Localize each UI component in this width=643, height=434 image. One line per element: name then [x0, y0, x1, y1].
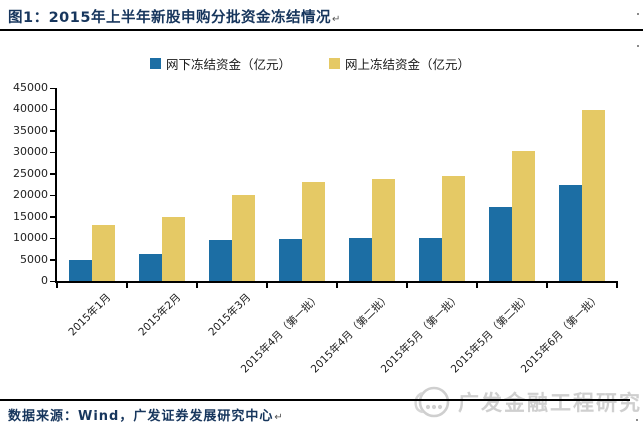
cell-end-mark	[636, 419, 638, 421]
x-axis-label: 2015年1月	[65, 291, 113, 339]
y-axis-tick-label: 5000	[20, 252, 48, 266]
y-axis-tick	[50, 259, 56, 261]
bar-online-7	[512, 151, 535, 281]
y-axis-tick	[50, 173, 56, 175]
legend-item-online: 网上冻结资金（亿元）	[329, 54, 470, 73]
y-axis-tick-label: 30000	[13, 145, 48, 159]
y-axis-tick-label: 40000	[13, 102, 48, 116]
cell-end-mark	[637, 13, 639, 15]
x-axis-tick	[616, 281, 618, 288]
legend-swatch-blue-icon	[149, 58, 161, 69]
paragraph-mark-icon: ↵	[274, 412, 284, 423]
y-axis-tick	[50, 280, 56, 282]
bar-offline-8	[559, 184, 582, 281]
y-axis-tick	[50, 151, 56, 154]
figure-title: 图1：2015年上半年新股申购分批资金冻结情况↵	[8, 6, 341, 27]
y-axis-tick-label: 45000	[13, 81, 48, 94]
y-axis-tick-label: 10000	[13, 231, 48, 245]
x-axis-tick	[476, 281, 478, 288]
cell-end-mark	[637, 45, 639, 47]
data-source-line: 数据来源：Wind，广发证券发展研究中心↵	[8, 405, 284, 424]
x-axis-tick	[336, 281, 338, 288]
bar-online-8	[582, 110, 605, 281]
gf-research-logo-icon	[414, 386, 450, 418]
bar-offline-1	[69, 259, 92, 281]
legend-item-offline: 网下冻结资金（亿元）	[149, 54, 291, 73]
y-axis-tick-label: 20000	[13, 188, 48, 202]
y-axis-tick-label: 35000	[13, 123, 48, 137]
legend-label-offline: 网下冻结资金（亿元）	[165, 57, 291, 72]
bar-online-2	[162, 216, 185, 281]
y-axis-tick	[50, 237, 56, 240]
paragraph-mark-icon: ↵	[331, 14, 341, 25]
bar-offline-4	[279, 238, 302, 281]
y-axis-line	[55, 88, 57, 283]
bar-online-5	[372, 178, 395, 281]
y-axis-tick	[50, 87, 56, 89]
y-axis-tick-label: 0	[41, 274, 48, 287]
figure-title-text: 图1：2015年上半年新股申购分批资金冻结情况	[8, 10, 331, 26]
watermark: 广发金融工程研究	[412, 381, 642, 423]
footer-divider-line	[0, 399, 630, 401]
x-axis-label: 2015年3月	[205, 291, 253, 339]
x-axis-label: 2015年2月	[135, 291, 183, 339]
x-axis-tick	[546, 281, 548, 288]
bar-online-4	[302, 181, 325, 281]
watermark-text: 广发金融工程研究	[458, 391, 642, 415]
bar-offline-7	[489, 207, 512, 281]
y-axis-tick	[50, 108, 56, 111]
x-axis-tick	[406, 281, 408, 288]
bar-offline-6	[419, 238, 442, 281]
legend-swatch-yellow-icon	[329, 58, 340, 69]
y-axis-tick-label: 25000	[13, 166, 48, 180]
chart-legend: 网下冻结资金（亿元） 网上冻结资金（亿元）	[0, 54, 620, 73]
y-axis-tick-label: 15000	[13, 209, 48, 223]
bar-offline-2	[139, 254, 162, 281]
bar-offline-3	[209, 240, 232, 281]
x-axis-tick	[196, 281, 198, 288]
bar-online-1	[92, 225, 115, 281]
bar-online-6	[442, 175, 465, 281]
x-axis-tick	[56, 281, 58, 288]
x-axis-tick	[266, 281, 268, 288]
bar-online-3	[232, 194, 255, 281]
bar-offline-5	[349, 238, 372, 281]
y-axis-tick	[50, 216, 56, 218]
y-axis-tick	[50, 194, 56, 197]
x-axis-tick	[126, 281, 128, 288]
legend-label-online: 网上冻结资金（亿元）	[345, 57, 471, 72]
title-divider-line	[0, 29, 643, 31]
data-source-text: 数据来源：Wind，广发证券发展研究中心	[8, 409, 274, 424]
y-axis-tick	[50, 130, 56, 132]
